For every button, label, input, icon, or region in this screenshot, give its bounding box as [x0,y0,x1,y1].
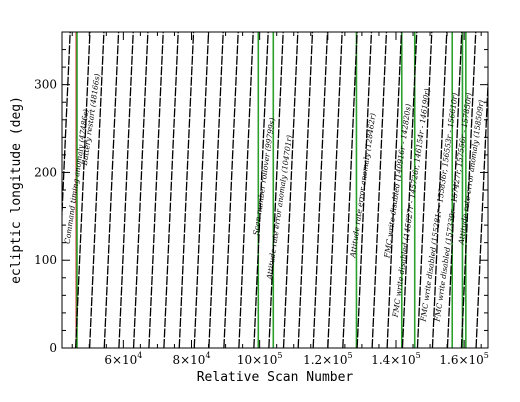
scan-sweep-12 [238,32,254,348]
scan-sweep-8 [178,32,195,348]
scan-sweep-23 [401,32,418,348]
scan-sweep-25 [431,32,448,348]
x-tick-label-3: 1.2×105 [303,351,353,367]
scan-sweep-9 [193,32,210,348]
scan-sweep-10 [208,32,224,348]
scan-sweep-17 [312,32,329,348]
scan-sweep-5 [132,32,149,348]
y-axis: 0 100 200 300 [34,49,488,355]
scan-sweep-15 [282,32,299,348]
y-tick-label-1: 100 [34,253,57,267]
scan-sweep-22 [386,32,403,348]
scan-sweep-1 [74,32,91,348]
scan-sweep-2 [88,32,105,348]
scan-sweep-27 [460,32,477,348]
scan-sweep-19 [342,32,358,348]
scan-sweep-13 [253,32,269,348]
scan-sweep-4 [118,32,134,348]
scan-sweep-18 [327,32,343,348]
scan-sweep-11 [223,32,239,348]
scan-sweep-24 [416,32,433,348]
scan-sweep-7 [163,32,179,348]
scan-sweep-26 [446,32,463,348]
scan-sweep-20 [356,32,373,348]
y-tick-label-3: 300 [34,78,57,92]
y-tick-label-0: 0 [49,341,57,355]
scan-sweep-6 [148,32,164,348]
x-axis-label: Relative Scan Number [197,370,354,385]
x-tick-label-2: 10×105 [237,351,283,367]
scan-sweep-3 [103,32,120,348]
x-tick-label-4: 1.4×105 [371,351,421,367]
scan-sweep-16 [297,32,314,348]
x-tick-label-1: 8×104 [172,351,210,367]
x-tick-label-5: 1.6×105 [439,351,489,367]
y-tick-label-2: 200 [34,165,57,179]
x-axis: 6×104 8×104 10×105 1.2×105 1.4×105 1.6×105 [71,32,489,367]
x-tick-label-0: 6×104 [104,351,142,367]
scan-sweep-21 [371,32,388,348]
scan-sweep-14 [268,32,284,348]
y-axis-label: ecliptic longitude (deg) [9,96,24,284]
data-series [62,32,488,348]
